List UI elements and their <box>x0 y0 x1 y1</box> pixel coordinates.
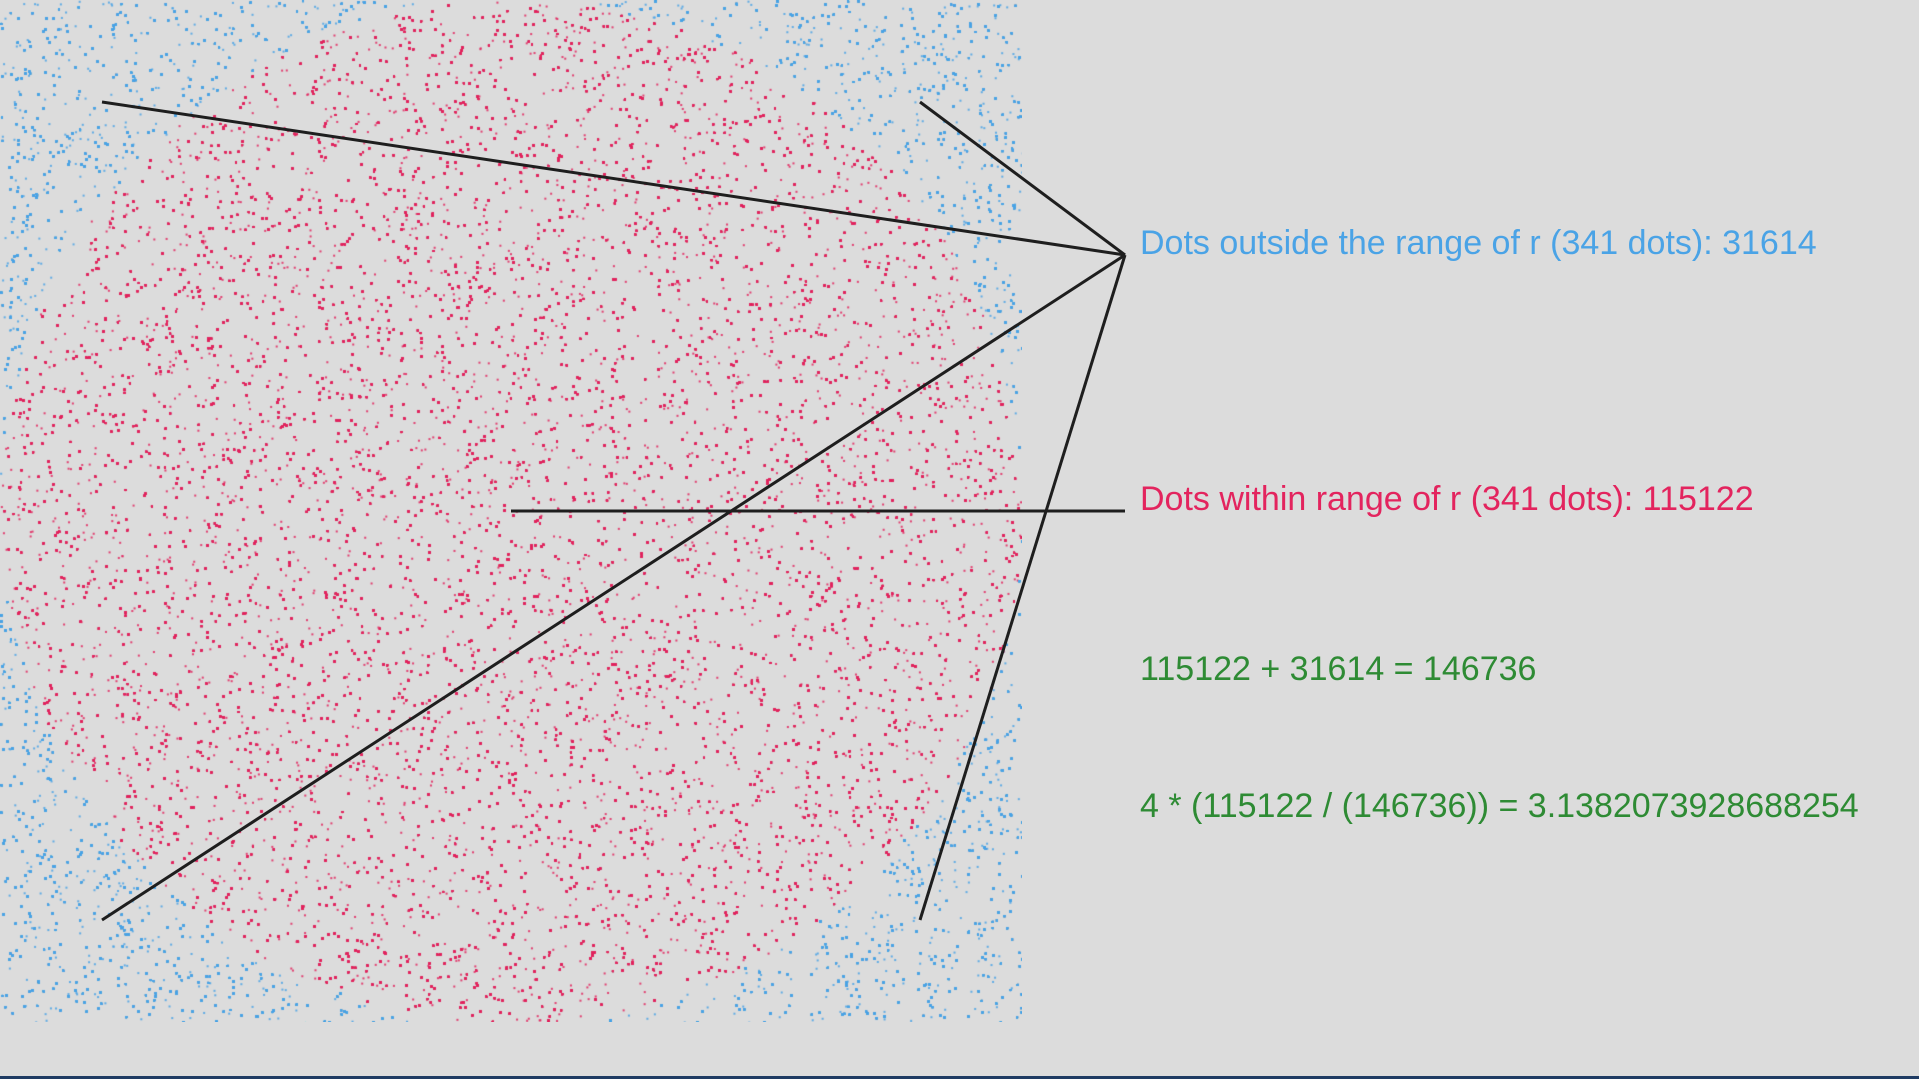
total-sum-equation: 115122 + 31614 = 146736 <box>1140 650 1537 688</box>
random-dot-scatter-plot <box>0 0 1022 1022</box>
pi-estimate-equation: 4 * (115122 / (146736)) = 3.138207392868… <box>1140 787 1859 825</box>
bottom-border <box>0 1076 1919 1079</box>
inside-count-label: Dots within range of r (341 dots): 11512… <box>1140 480 1754 518</box>
outside-count-label: Dots outside the range of r (341 dots): … <box>1140 224 1817 262</box>
